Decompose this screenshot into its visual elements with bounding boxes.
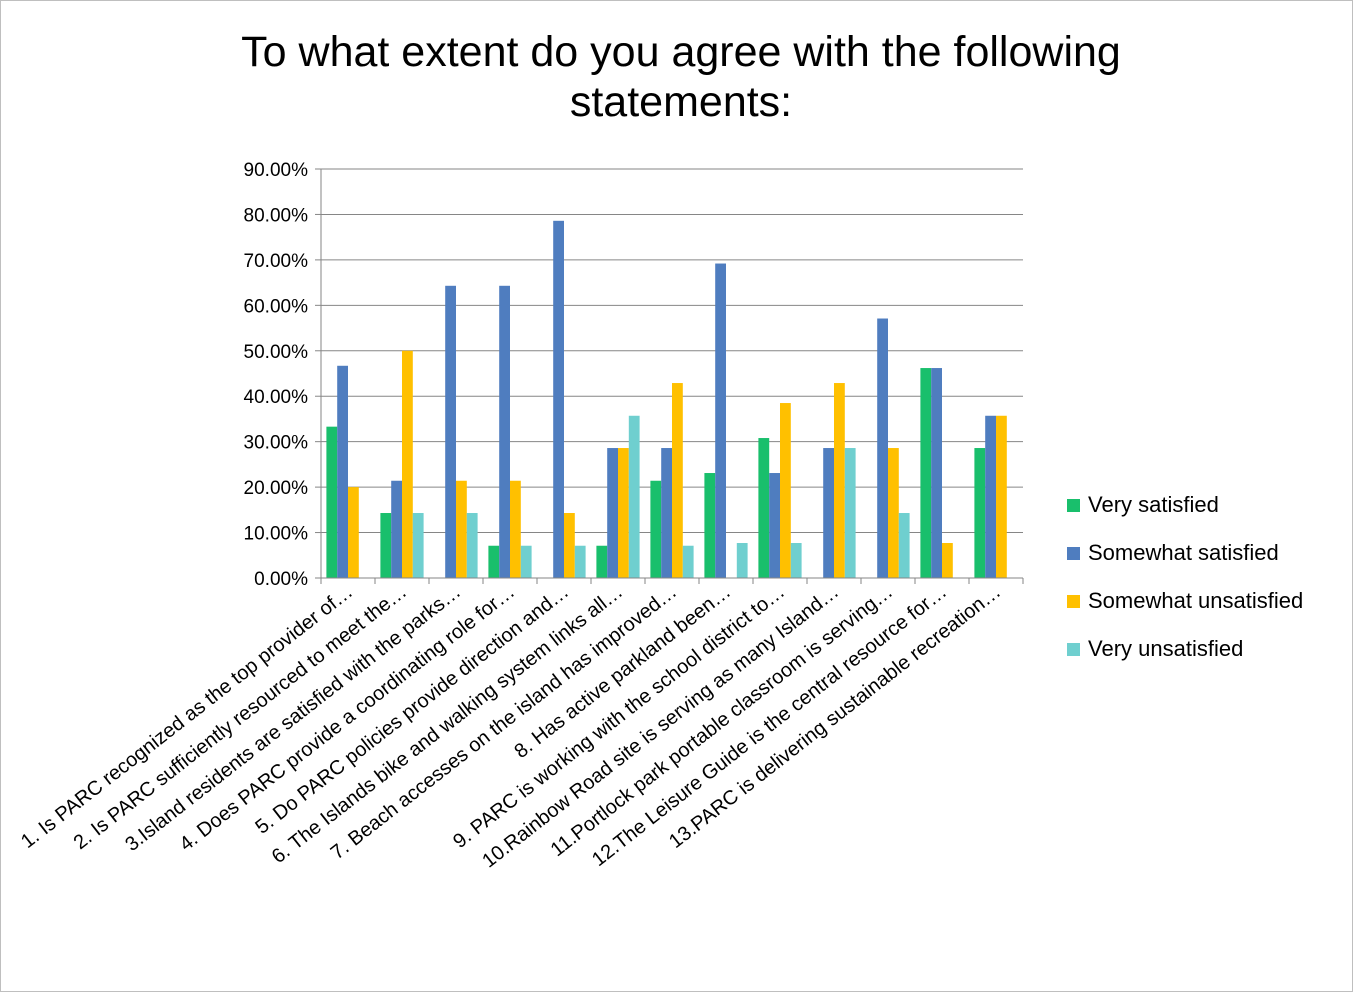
y-tick-label: 60.00% xyxy=(244,296,309,317)
bar xyxy=(736,543,748,578)
bar xyxy=(844,448,856,578)
legend-item: Somewhat unsatisfied xyxy=(1067,577,1303,625)
bar xyxy=(704,473,716,578)
y-tick-label: 50.00% xyxy=(244,342,309,363)
legend-swatch xyxy=(1067,546,1080,560)
bar xyxy=(942,543,953,578)
y-tick-label: 20.00% xyxy=(244,478,309,499)
bar xyxy=(769,473,780,578)
bar xyxy=(412,513,424,578)
bar xyxy=(445,285,456,578)
legend-item: Very satisfied xyxy=(1067,481,1303,529)
bar xyxy=(466,513,478,578)
bar xyxy=(650,480,662,578)
legend-swatch xyxy=(1067,642,1080,656)
bar xyxy=(682,545,694,578)
bar xyxy=(931,368,942,578)
bar xyxy=(823,448,834,578)
bar xyxy=(618,448,629,578)
bar xyxy=(877,318,888,578)
chart-title: To what extent do you agree with the fol… xyxy=(141,27,1221,127)
legend-swatch xyxy=(1067,498,1080,512)
bar xyxy=(456,480,467,578)
chart-title-line-1: To what extent do you agree with the fol… xyxy=(241,28,1121,76)
y-tick-label: 40.00% xyxy=(244,387,309,408)
legend: Very satisfied Somewhat satisfied Somewhat… xyxy=(1067,481,1303,673)
bar xyxy=(488,545,500,578)
bar xyxy=(607,448,618,578)
bar xyxy=(834,383,845,578)
bar xyxy=(564,513,575,578)
bar xyxy=(985,415,996,578)
bar xyxy=(780,403,791,578)
y-tick-label: 70.00% xyxy=(244,251,309,272)
legend-item: Very unsatisfied xyxy=(1067,625,1303,673)
bar xyxy=(790,543,802,578)
bar xyxy=(758,438,770,578)
bar xyxy=(520,545,532,578)
axes xyxy=(315,168,1024,584)
legend-label: Somewhat unsatisfied xyxy=(1088,588,1304,613)
bar xyxy=(920,368,932,578)
bar xyxy=(888,448,899,578)
y-tick-label: 80.00% xyxy=(244,205,309,226)
bar xyxy=(974,448,986,578)
y-tick-label: 90.00% xyxy=(244,160,309,181)
bar xyxy=(628,415,640,578)
bar xyxy=(596,545,608,578)
bar xyxy=(391,480,402,578)
bar xyxy=(402,350,413,578)
y-tick-label: 0.00% xyxy=(254,569,308,590)
bar xyxy=(898,513,910,578)
legend-item: Somewhat satisfied xyxy=(1067,529,1303,577)
bar xyxy=(499,285,510,578)
bar xyxy=(553,220,564,578)
y-tick-label: 10.00% xyxy=(244,524,309,545)
bar xyxy=(715,263,726,578)
legend-label: Very satisfied xyxy=(1088,492,1219,517)
bar xyxy=(661,448,672,578)
y-tick-label: 30.00% xyxy=(244,433,309,454)
bar xyxy=(337,365,348,578)
bar xyxy=(380,513,392,578)
bar xyxy=(574,545,586,578)
bar xyxy=(326,426,338,578)
legend-label: Very unsatisfied xyxy=(1088,636,1244,661)
bar xyxy=(672,383,683,578)
legend-swatch xyxy=(1067,594,1080,608)
legend-label: Somewhat satisfied xyxy=(1088,540,1279,565)
bars xyxy=(326,220,1007,578)
bar xyxy=(510,480,521,578)
bar xyxy=(996,415,1007,578)
bar xyxy=(348,487,359,578)
chart-title-line-2: statements: xyxy=(569,78,793,126)
